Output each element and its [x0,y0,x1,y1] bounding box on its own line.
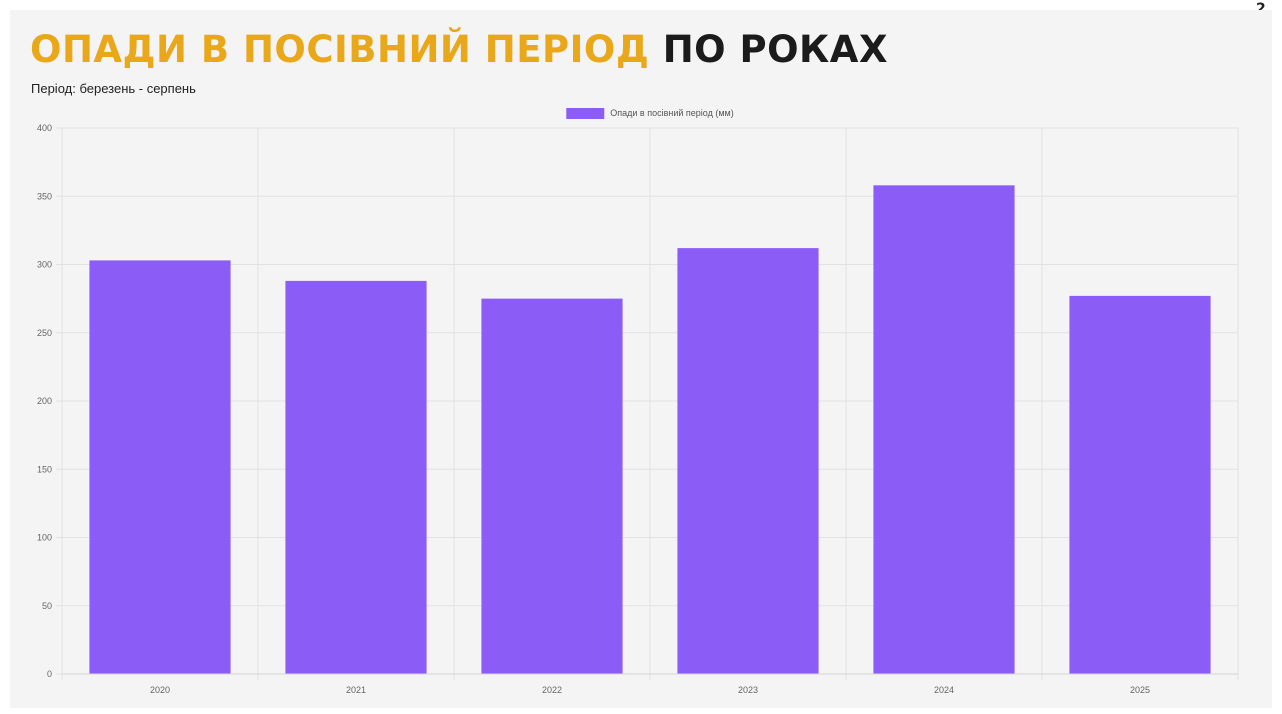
y-tick-label: 0 [47,669,52,679]
y-tick-label: 200 [37,396,52,406]
page-subtitle: Період: березень - серпень [31,81,196,96]
legend-swatch [566,108,605,119]
page-title: ОПАДИ В ПОСІВНИЙ ПЕРІОД ПО РОКАХ [30,28,888,72]
bar-2022 [481,298,623,674]
title-rest: ПО РОКАХ [662,28,888,71]
y-tick-label: 400 [37,123,52,133]
y-tick-label: 100 [37,533,52,543]
y-tick-label: 50 [42,601,52,611]
y-tick-label: 300 [37,260,52,270]
legend: Опади в посівний період (мм) [566,108,734,119]
y-tick-label: 350 [37,191,52,201]
x-tick-label: 2023 [738,685,758,695]
x-tick-label: 2024 [934,685,954,695]
title-accent: ОПАДИ В ПОСІВНИЙ ПЕРІОД [30,28,650,71]
bar-2020 [89,260,231,674]
bar-chart: 0 50 100 150 200 250 300 350 400 2020 2021 2022 2023… [37,108,1239,695]
legend-label: Опади в посівний період (мм) [610,108,733,118]
x-tick-label: 2021 [346,685,366,695]
bar-2025 [1069,295,1211,674]
corner-mark: 2 [1256,2,1266,10]
bar-2023 [677,248,819,674]
chart-slide: 2 ОПАДИ В ПОСІВНИЙ ПЕРІОД ПО РОКАХ Періо… [10,2,1272,708]
x-tick-label: 2020 [150,685,170,695]
bar-2021 [285,280,427,674]
x-tick-label: 2025 [1130,685,1150,695]
y-tick-label: 150 [37,464,52,474]
grid-lines [56,127,1239,680]
bar-2024 [873,185,1015,674]
y-tick-label: 250 [37,328,52,338]
x-tick-label: 2022 [542,685,562,695]
axes: 0 50 100 150 200 250 300 350 400 2020 2021 2022 2023… [37,123,1238,695]
bars [89,185,1211,674]
